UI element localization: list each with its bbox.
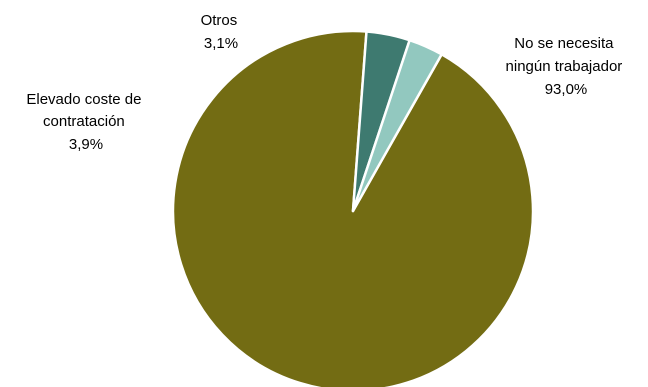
slice-label-line: ningún trabajador — [506, 58, 623, 75]
slice-label-line: No se necesita — [514, 35, 614, 52]
slice-label-line: contratación — [43, 113, 125, 130]
slice-label-elevado-coste: Elevado coste de contratación 3,9% — [26, 91, 145, 153]
slice-value-label: 3,1% — [204, 35, 238, 52]
slice-label-otros: Otros 3,1% — [201, 12, 242, 52]
slice-label-line: Otros — [201, 12, 238, 29]
slice-otros — [351, 38, 443, 213]
slice-value-label: 93,0% — [545, 81, 588, 98]
slice-label-no-se-necesita: No se necesita ningún trabajador 93,0% — [506, 35, 627, 98]
slice-label-line: Elevado coste de — [26, 91, 141, 108]
slice-value-label: 3,9% — [69, 136, 103, 153]
pie-slices — [171, 29, 535, 387]
slice-labels: No se necesita ningún trabajador 93,0% E… — [26, 12, 627, 153]
